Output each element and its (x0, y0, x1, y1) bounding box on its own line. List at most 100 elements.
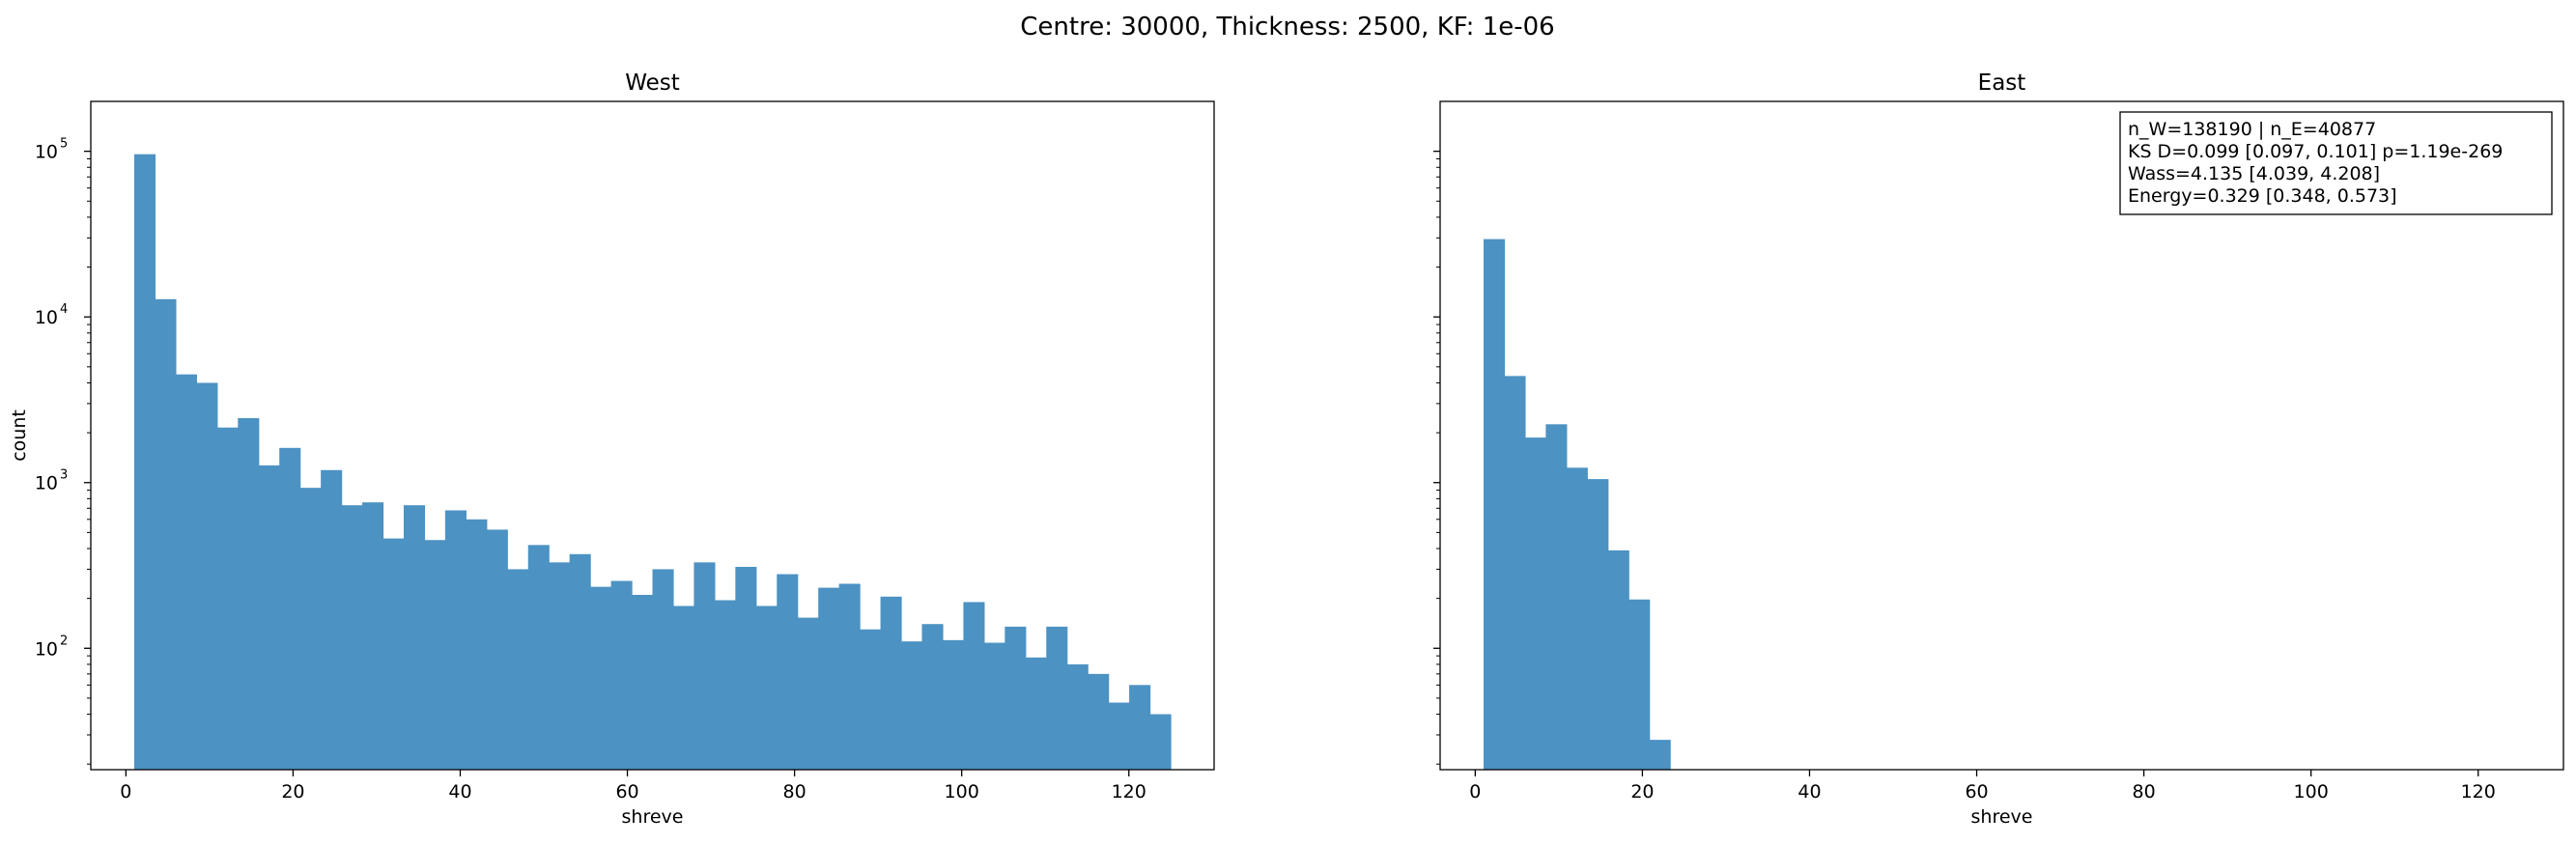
y-tick-exponent: 4 (60, 302, 68, 317)
panel-east: 0 20 40 60 80 100 120 East shreve n_W=138190 | n_… (1433, 70, 2564, 828)
histogram-bar (133, 154, 156, 771)
histogram-bar (818, 587, 840, 770)
axes-title: East (1978, 70, 2026, 96)
histogram-bar (735, 566, 757, 770)
histogram-bar (672, 606, 695, 770)
histogram-bar (382, 538, 405, 770)
histogram-bar (860, 629, 882, 770)
y-axis-label: count (9, 409, 30, 462)
histogram-bar (755, 606, 778, 770)
histogram-bar (921, 624, 944, 770)
figure-title: Centre: 30000, Thickness: 2500, KF: 1e-0… (1020, 13, 1554, 42)
histogram-bar (362, 502, 384, 770)
y-tick-label: 10 (35, 142, 58, 163)
x-tick-label: 20 (281, 781, 304, 803)
histogram-bar (632, 595, 654, 770)
histogram-bar (444, 510, 467, 770)
stats-line: n_W=138190 | n_E=40877 (2128, 119, 2376, 140)
y-tick-base: 10 (35, 638, 58, 660)
y-tick-label: 10 (35, 638, 58, 660)
histogram-bar (1025, 657, 1047, 770)
y-tick-base: 10 (35, 142, 58, 163)
histogram-bar (714, 600, 736, 770)
y-tick-exponent: 5 (60, 137, 68, 152)
histogram-bar (238, 417, 260, 770)
x-tick-label: 120 (2461, 781, 2496, 803)
x-tick-label: 0 (120, 781, 131, 803)
y-tick-label: 10 (35, 307, 58, 328)
histogram-bar (341, 505, 363, 770)
histogram-bar (838, 583, 861, 770)
stats-line: Wass=4.135 [4.039, 4.208] (2128, 163, 2380, 184)
histogram-bar (1483, 239, 1506, 771)
x-tick-label: 100 (945, 781, 979, 803)
histogram-bar (880, 596, 902, 770)
histogram-bar (466, 519, 488, 770)
histogram-bar (777, 574, 799, 770)
x-tick-label: 120 (1112, 781, 1146, 803)
histogram-bar (694, 562, 716, 770)
x-tick-label: 80 (783, 781, 807, 803)
histogram-bar (279, 447, 301, 770)
histogram-bar (258, 465, 280, 770)
histogram-bar (424, 540, 446, 770)
histogram-bar (1545, 424, 1568, 770)
histogram-bar (1149, 714, 1172, 770)
histogram-bar (1566, 467, 1588, 770)
histogram-bar (1524, 437, 1546, 770)
histogram-bar (196, 382, 218, 770)
histogram-bar (1046, 626, 1068, 770)
histogram-bar (942, 639, 965, 770)
histogram-bar (1607, 549, 1629, 770)
histogram-bar (549, 562, 571, 770)
histogram-bar (486, 529, 508, 770)
axes-frame (1439, 100, 2564, 771)
x-axis-label: shreve (622, 806, 684, 828)
histogram-bar (797, 617, 819, 770)
axes-title: West (625, 70, 680, 96)
histogram-bar (1088, 673, 1110, 770)
histogram-bar (1108, 702, 1130, 770)
histogram-bar (403, 505, 426, 770)
y-tick-exponent: 2 (60, 634, 68, 648)
x-tick-label: 20 (1630, 781, 1654, 803)
histogram-bar (1504, 376, 1526, 770)
histogram-bar (527, 545, 550, 770)
histogram-bar (321, 469, 343, 770)
x-tick-label: 40 (448, 781, 471, 803)
histogram-bar (175, 374, 197, 770)
axes-frame (90, 100, 1215, 771)
stats-box (2119, 111, 2553, 215)
histogram-bar (299, 488, 322, 770)
histogram-bar (216, 427, 239, 770)
histogram-bar (155, 298, 177, 770)
y-tick-base: 10 (35, 307, 58, 328)
histogram-bar (983, 642, 1005, 770)
histogram-bar (1649, 740, 1671, 770)
x-tick-label: 0 (1469, 781, 1481, 803)
x-tick-label: 80 (2133, 781, 2156, 803)
x-axis-label: shreve (1971, 806, 2033, 828)
histogram-bar (1066, 663, 1089, 770)
histogram-bar (652, 569, 674, 770)
x-tick-label: 40 (1798, 781, 1821, 803)
histogram-bar (507, 569, 529, 770)
histogram-bar (590, 586, 612, 770)
y-tick-label: 10 (35, 473, 58, 494)
histogram-bar (901, 641, 923, 770)
x-tick-label: 60 (615, 781, 638, 803)
histogram-bar (569, 553, 591, 770)
y-tick-base: 10 (35, 473, 58, 494)
histogram-bar (610, 580, 633, 770)
histogram-bar (1129, 685, 1151, 770)
stats-line: KS D=0.099 [0.097, 0.101] p=1.19e-269 (2128, 141, 2503, 162)
histogram-bar (1587, 479, 1609, 770)
stats-line: Energy=0.329 [0.348, 0.573] (2128, 185, 2397, 207)
histogram-bar (1005, 626, 1027, 770)
x-tick-label: 100 (2294, 781, 2329, 803)
x-tick-label: 60 (1965, 781, 1988, 803)
histogram-bar (963, 602, 985, 770)
y-tick-exponent: 3 (60, 468, 68, 483)
